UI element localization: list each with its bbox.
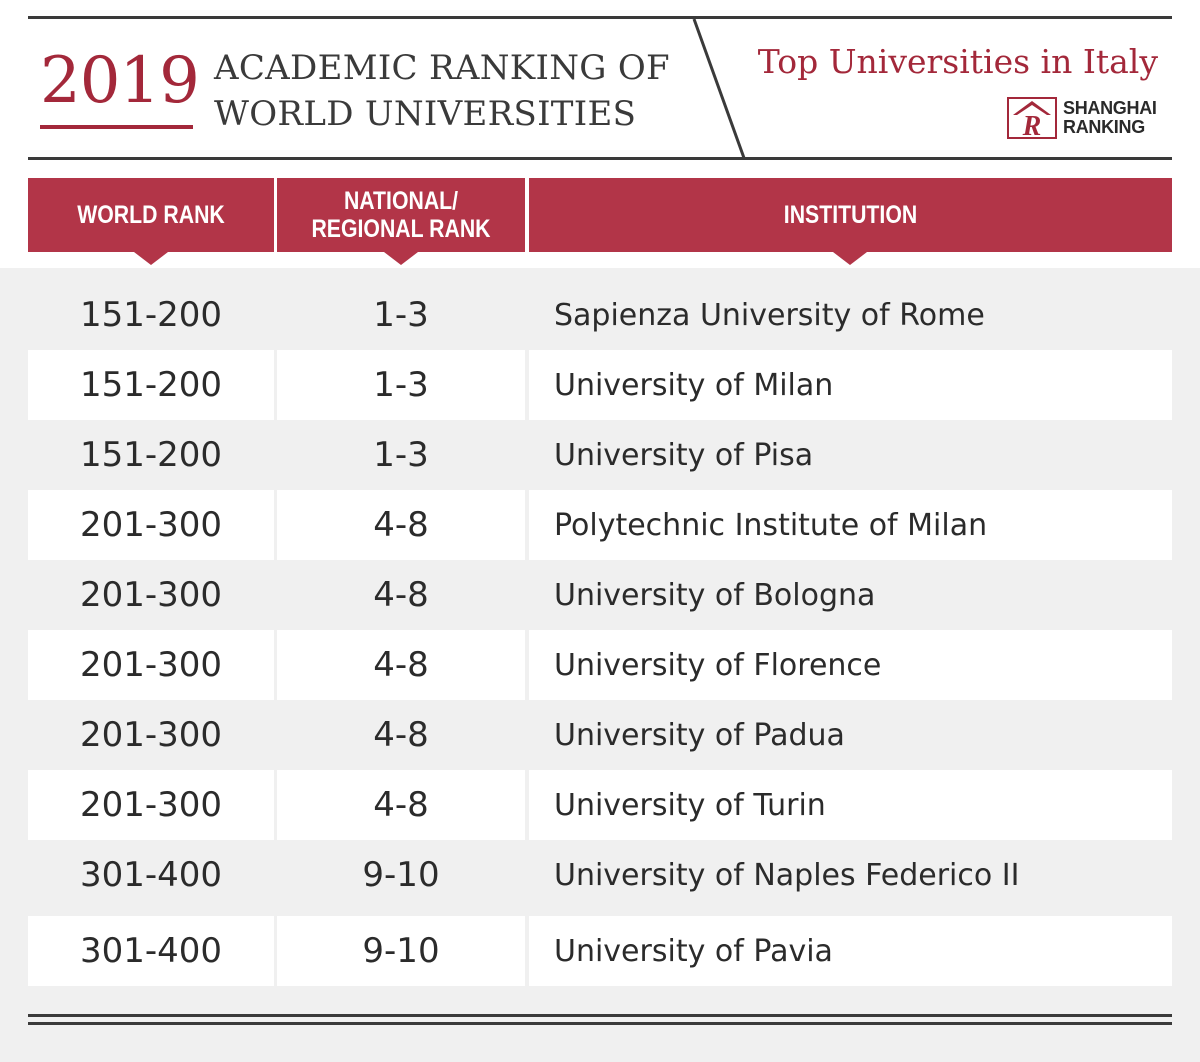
table-row: 301-400 9-10 University of Naples Federi…: [0, 840, 1200, 910]
column-header-tab-shape: [28, 178, 274, 265]
world-rank-cell: 301-400: [28, 916, 274, 986]
national-rank-cell: 9-10: [277, 916, 525, 986]
institution-cell: University of Bologna: [554, 577, 876, 613]
header-diagonal-divider: [692, 18, 746, 159]
national-rank-cell: 9-10: [362, 855, 440, 895]
world-rank-cell: 151-200: [79, 435, 223, 475]
table-row: 201-300 4-8 University of Padua: [0, 700, 1200, 770]
column-header-label: INSTITUTION: [783, 201, 918, 229]
table-row: 301-400 9-10 University of Pavia: [0, 916, 1200, 986]
institution-cell: University of Naples Federico II: [554, 857, 1020, 893]
column-header-tab-shape: [277, 178, 525, 265]
table-row: 151-200 1-3 University of Pisa: [0, 420, 1200, 490]
column-header-national-rank: NATIONAL/ REGIONAL RANK: [277, 178, 525, 266]
footer-rule-2: [28, 1022, 1172, 1025]
national-rank-cell: 4-8: [277, 490, 525, 560]
column-header-label: WORLD RANK: [77, 201, 225, 229]
national-rank-cell: 1-3: [373, 435, 429, 475]
column-header-world-rank: WORLD RANK: [28, 178, 274, 266]
header-bottom-rule: [28, 157, 1172, 160]
institution-cell: University of Milan: [529, 350, 1172, 420]
institution-cell: University of Pisa: [554, 437, 814, 473]
table-row: 151-200 1-3 Sapienza University of Rome: [0, 280, 1200, 350]
national-rank-cell: 4-8: [373, 575, 429, 615]
world-rank-cell: 201-300: [28, 770, 274, 840]
institution-cell: University of Pavia: [529, 916, 1172, 986]
shanghai-ranking-logo: R SHANGHAI RANKING: [1007, 97, 1167, 141]
ranking-title-line2: WORLD UNIVERSITIES: [214, 94, 637, 134]
institution-cell: University of Florence: [529, 630, 1172, 700]
world-rank-cell: 151-200: [28, 350, 274, 420]
page-header: 2019 ACADEMIC RANKING OF WORLD UNIVERSIT…: [0, 0, 1200, 268]
world-rank-cell: 201-300: [79, 715, 223, 755]
national-rank-cell: 1-3: [277, 350, 525, 420]
logo-wordmark: SHANGHAI RANKING: [1063, 99, 1157, 137]
column-header-label: NATIONAL/ REGIONAL RANK: [311, 187, 491, 243]
column-header-tab-shape: [529, 178, 1172, 265]
national-rank-cell: 4-8: [373, 715, 429, 755]
table-row: 201-300 4-8 University of Florence: [0, 630, 1200, 700]
world-rank-cell: 201-300: [28, 490, 274, 560]
ranking-title-line1: ACADEMIC RANKING OF: [214, 48, 670, 88]
institution-cell: Polytechnic Institute of Milan: [529, 490, 1172, 560]
world-rank-cell: 301-400: [79, 855, 223, 895]
institution-cell: Sapienza University of Rome: [554, 297, 985, 333]
shanghai-ranking-logo-icon: R: [1007, 97, 1057, 139]
world-rank-cell: 151-200: [79, 295, 223, 335]
world-rank-cell: 201-300: [28, 630, 274, 700]
table-row: 201-300 4-8 Polytechnic Institute of Mil…: [0, 490, 1200, 560]
svg-text:R: R: [1022, 111, 1042, 139]
table-row: 201-300 4-8 University of Bologna: [0, 560, 1200, 630]
year-underline: [40, 125, 193, 129]
table-row: 151-200 1-3 University of Milan: [0, 350, 1200, 420]
national-rank-cell: 4-8: [277, 770, 525, 840]
footer-rule-1: [28, 1014, 1172, 1017]
institution-cell: University of Turin: [529, 770, 1172, 840]
national-rank-cell: 1-3: [373, 295, 429, 335]
logo-text-line2: RANKING: [1063, 117, 1145, 137]
logo-text-line1: SHANGHAI: [1063, 98, 1157, 118]
header-top-rule: [28, 16, 1172, 19]
column-header-institution: INSTITUTION: [529, 178, 1172, 266]
institution-cell: University of Padua: [554, 717, 845, 753]
national-rank-cell: 4-8: [277, 630, 525, 700]
page-subtitle: Top Universities in Italy: [757, 42, 1158, 81]
table-row: 201-300 4-8 University of Turin: [0, 770, 1200, 840]
world-rank-cell: 201-300: [79, 575, 223, 615]
ranking-year: 2019: [40, 44, 200, 118]
